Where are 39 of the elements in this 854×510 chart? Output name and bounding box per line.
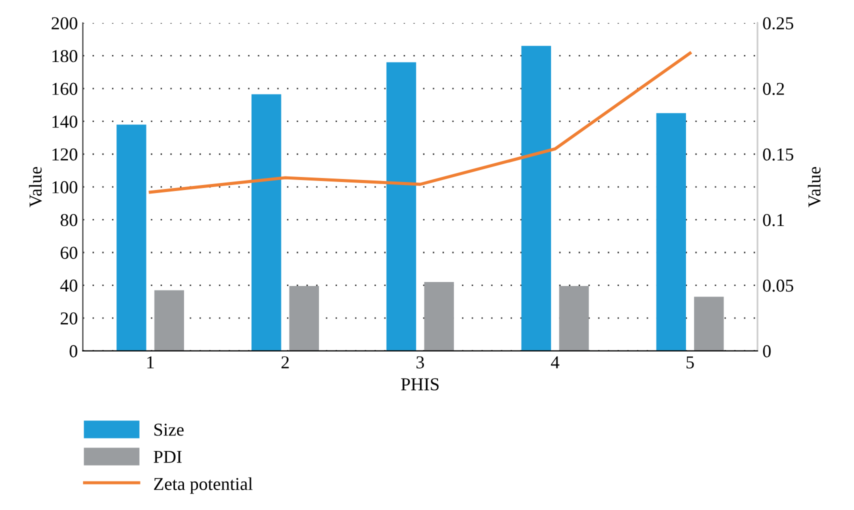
x-tick-label: 2 (282, 356, 289, 368)
y2-tick-label: 0.25 (763, 17, 794, 30)
legend-label: Zeta potential (154, 477, 253, 494)
bar (289, 286, 319, 351)
bar (154, 290, 184, 351)
y-tick-label: 140 (52, 116, 78, 128)
bar (521, 46, 552, 351)
bar (656, 113, 686, 351)
y2-tick-label: 0.1 (763, 214, 784, 226)
x-tick-label: 4 (550, 356, 560, 368)
y-tick-label: 100 (52, 181, 78, 194)
bar (116, 124, 146, 351)
y-tick-label: 160 (52, 82, 78, 95)
line-series (148, 52, 692, 194)
y2-tick-label: 0.2 (763, 82, 784, 96)
y2-tick-label: 0 (763, 345, 771, 358)
y-tick-label: 200 (52, 17, 78, 30)
x-tick-label: 1 (147, 356, 154, 368)
x-tick-label: 3 (416, 356, 424, 368)
y-tick-label: 20 (60, 312, 78, 325)
bar (252, 94, 282, 351)
y-tick-label: 120 (52, 148, 78, 161)
bar (694, 296, 724, 351)
bar (386, 62, 416, 351)
y-tick-label: 0 (70, 345, 78, 358)
y-axis-title: Value (28, 166, 42, 208)
y2-tick-label: 0.15 (763, 148, 794, 161)
x-tick-label: 5 (686, 356, 694, 368)
y-tick-label: 180 (52, 50, 78, 62)
x-axis-title: PHIS (401, 378, 439, 390)
bar (559, 286, 589, 351)
bar (424, 282, 454, 351)
y-tick-label: 80 (60, 214, 78, 226)
legend-label: Size (154, 424, 184, 436)
legend-label: PDI (154, 450, 182, 463)
y2-tick-label: 0.05 (763, 280, 794, 292)
y-tick-label: 60 (60, 246, 78, 259)
y2-axis-title: Value (808, 166, 821, 208)
y-tick-label: 40 (60, 280, 78, 292)
